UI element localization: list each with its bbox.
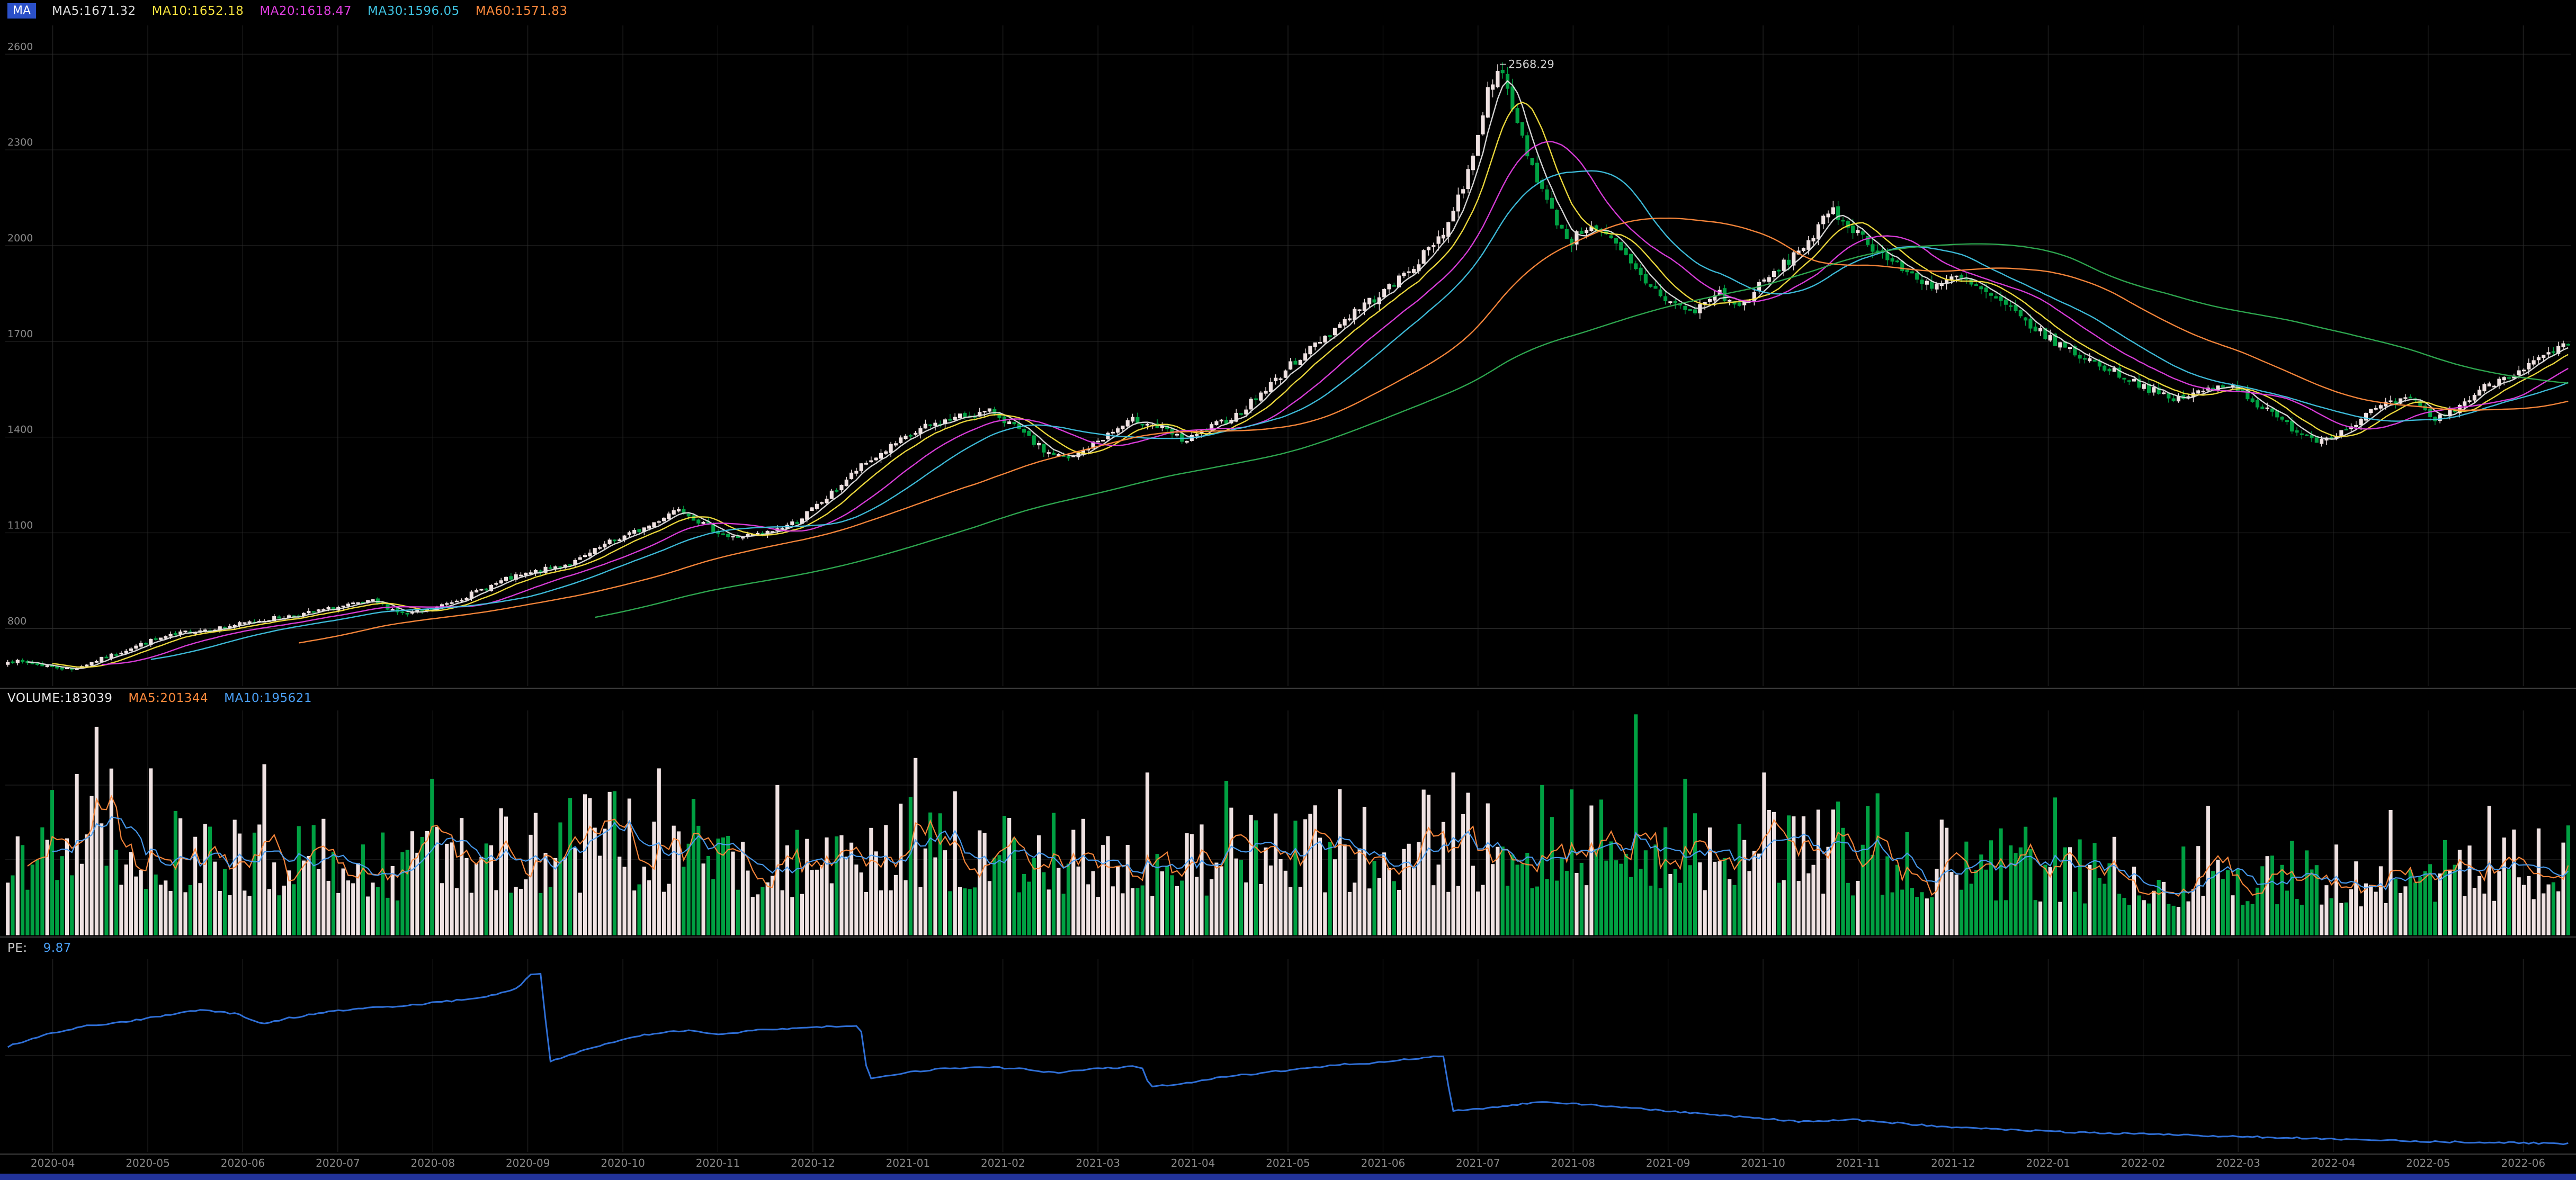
x-axis-label: 2021-06 (1361, 1157, 1406, 1169)
volume-ma5-readout: MA5:201344 (128, 691, 209, 705)
ma20-readout: MA20:1618.47 (260, 4, 352, 18)
x-axis-label: 2021-12 (1931, 1157, 1975, 1169)
x-axis-label: 2022-06 (2501, 1157, 2546, 1169)
x-axis-label: 2021-03 (1076, 1157, 1120, 1169)
ma5-readout: MA5:1671.32 (52, 4, 136, 18)
ma-lines (27, 80, 2569, 670)
x-axis-label: 2020-08 (411, 1157, 455, 1169)
bottom-taskbar-strip (0, 1174, 2576, 1180)
x-axis-label: 2021-08 (1551, 1157, 1595, 1169)
x-axis-label: 2020-12 (791, 1157, 835, 1169)
x-axis-label: 2021-04 (1171, 1157, 1215, 1169)
x-axis-label: 2022-03 (2216, 1157, 2260, 1169)
ma60-readout: MA60:1571.83 (475, 4, 568, 18)
ma30-readout: MA30:1596.05 (368, 4, 460, 18)
x-axis-label: 2021-01 (886, 1157, 931, 1169)
indicator-chart-panel[interactable] (5, 959, 2571, 1152)
x-axis-label: 2020-10 (601, 1157, 645, 1169)
indicator-label: PE: (7, 941, 28, 955)
x-axis-label: 2020-09 (506, 1157, 550, 1169)
ma10-readout: MA10:1652.18 (151, 4, 244, 18)
price-axis-label: 2000 (7, 232, 33, 244)
main-chart-panel[interactable] (5, 25, 2571, 686)
x-axis-label: 2021-11 (1836, 1157, 1881, 1169)
volume-header: VOLUME:183039 MA5:201344 MA10:195621 (7, 691, 312, 705)
indicator-value: 9.87 (43, 941, 71, 955)
volume-ma10-readout: MA10:195621 (224, 691, 312, 705)
price-axis-label: 2300 (7, 137, 33, 148)
x-axis-label: 2022-05 (2406, 1157, 2450, 1169)
main-indicator-header: MA MA5:1671.32 MA10:1652.18 MA20:1618.47… (7, 3, 567, 19)
x-axis-label: 2022-02 (2121, 1157, 2166, 1169)
price-axis-label: 800 (7, 615, 26, 627)
x-axis-label: 2021-07 (1456, 1157, 1500, 1169)
price-axis-label: 2600 (7, 41, 33, 52)
x-axis-label: 2022-01 (2026, 1157, 2070, 1169)
indicator-group-badge[interactable]: MA (7, 3, 37, 19)
volume-chart-panel[interactable] (5, 710, 2571, 935)
price-axis-label: 1400 (7, 424, 33, 436)
x-axis-label: 2020-07 (316, 1157, 360, 1169)
x-axis-label: 2021-05 (1266, 1157, 1310, 1169)
indicator-line-panel (7, 972, 2569, 1146)
x-axis-label: 2020-06 (221, 1157, 265, 1169)
x-axis-label: 2020-11 (696, 1157, 740, 1169)
peak-price-annotation: 2568.29 (1508, 58, 1554, 70)
x-axis-label: 2021-02 (981, 1157, 1025, 1169)
x-axis-label: 2022-04 (2311, 1157, 2356, 1169)
price-axis-label: 1100 (7, 520, 33, 532)
volume-panel (6, 714, 2570, 935)
price-axis-label: 1700 (7, 328, 33, 340)
volume-readout: VOLUME:183039 (7, 691, 113, 705)
x-axis-label: 2020-05 (126, 1157, 170, 1169)
x-axis-label: 2021-10 (1741, 1157, 1785, 1169)
x-axis-label: 2021-09 (1646, 1157, 1690, 1169)
x-axis-label: 2020-04 (31, 1157, 75, 1169)
indicator-panel-header: PE: 9.87 (7, 941, 71, 955)
